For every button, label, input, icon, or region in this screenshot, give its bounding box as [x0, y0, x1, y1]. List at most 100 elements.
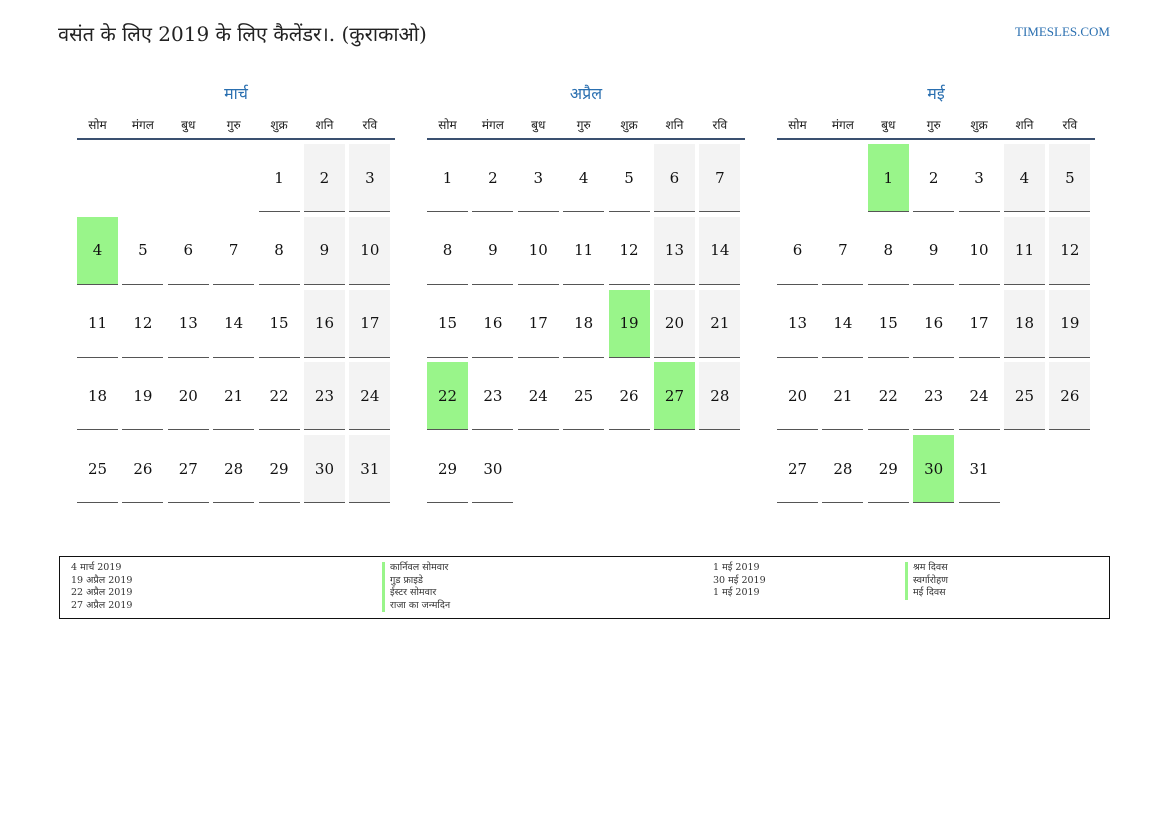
holiday-day-cell[interactable]: 30: [913, 435, 955, 504]
day-cell[interactable]: 25: [563, 362, 605, 431]
day-cell[interactable]: 14: [822, 290, 864, 358]
day-cell[interactable]: 31: [958, 435, 1000, 504]
day-cell[interactable]: 19: [1049, 289, 1091, 358]
day-cell[interactable]: 4: [1003, 144, 1045, 212]
day-cell[interactable]: 6: [653, 144, 695, 212]
day-cell[interactable]: 17: [958, 290, 1000, 358]
day-cell[interactable]: 26: [608, 362, 650, 431]
day-cell[interactable]: 24: [958, 362, 1000, 431]
day-cell[interactable]: 17: [517, 290, 559, 358]
empty-day-cell: [1049, 435, 1090, 503]
day-cell[interactable]: 30: [303, 435, 345, 504]
day-cell[interactable]: 23: [303, 362, 345, 431]
holiday-day-cell[interactable]: 4: [77, 216, 118, 285]
day-cell[interactable]: 3: [517, 144, 559, 212]
day-cell[interactable]: 20: [653, 289, 695, 358]
day-cell[interactable]: 27: [167, 435, 209, 504]
day-cell[interactable]: 28: [699, 362, 741, 431]
day-cell[interactable]: 21: [699, 289, 741, 358]
day-cell[interactable]: 9: [303, 216, 345, 285]
day-cell[interactable]: 1: [258, 144, 300, 212]
day-cell[interactable]: 6: [167, 217, 209, 285]
day-cell[interactable]: 23: [472, 362, 514, 431]
day-cell[interactable]: 2: [913, 144, 955, 212]
day-cell[interactable]: 14: [213, 290, 255, 358]
legend-date: 19 अप्रैल 2019: [71, 574, 133, 586]
day-cell[interactable]: 4: [563, 144, 605, 212]
weekday-label: सोम: [438, 118, 457, 132]
empty-day-cell: [563, 435, 604, 503]
holiday-day-cell[interactable]: 22: [427, 362, 468, 431]
day-cell[interactable]: 31: [349, 435, 391, 504]
day-cell[interactable]: 26: [122, 435, 164, 504]
day-cell[interactable]: 10: [349, 216, 391, 285]
day-cell[interactable]: 21: [213, 362, 255, 431]
day-cell[interactable]: 22: [867, 362, 909, 431]
day-cell[interactable]: 22: [258, 362, 300, 431]
day-cell[interactable]: 13: [777, 290, 818, 358]
day-cell[interactable]: 18: [77, 362, 118, 431]
day-cell[interactable]: 20: [777, 362, 818, 431]
day-cell[interactable]: 5: [122, 217, 164, 285]
day-cell[interactable]: 3: [958, 144, 1000, 212]
day-cell[interactable]: 7: [213, 217, 255, 285]
day-cell[interactable]: 7: [699, 144, 741, 212]
day-cell[interactable]: 29: [427, 435, 468, 504]
day-cell[interactable]: 15: [427, 290, 468, 358]
day-cell[interactable]: 17: [349, 289, 391, 358]
day-cell[interactable]: 11: [77, 290, 118, 358]
day-cell[interactable]: 10: [958, 217, 1000, 285]
day-cell[interactable]: 25: [1003, 362, 1045, 431]
weekday-label: शुक्र: [620, 118, 638, 132]
day-cell[interactable]: 2: [472, 144, 514, 212]
day-cell[interactable]: 13: [167, 290, 209, 358]
day-cell[interactable]: 12: [1049, 216, 1091, 285]
day-cell[interactable]: 18: [1003, 289, 1045, 358]
day-cell[interactable]: 24: [349, 362, 391, 431]
day-cell[interactable]: 5: [608, 144, 650, 212]
day-cell[interactable]: 7: [822, 217, 864, 285]
day-cell[interactable]: 15: [258, 290, 300, 358]
day-cell[interactable]: 16: [303, 289, 345, 358]
day-cell[interactable]: 14: [699, 216, 741, 285]
day-cell[interactable]: 16: [472, 290, 514, 358]
day-cell[interactable]: 28: [213, 435, 255, 504]
day-cell[interactable]: 16: [913, 290, 955, 358]
day-cell[interactable]: 30: [472, 435, 514, 504]
day-cell[interactable]: 8: [427, 217, 468, 285]
day-cell[interactable]: 12: [122, 290, 164, 358]
day-cell[interactable]: 21: [822, 362, 864, 431]
day-cell[interactable]: 29: [867, 435, 909, 504]
day-cell[interactable]: 6: [777, 217, 818, 285]
day-cell[interactable]: 24: [517, 362, 559, 431]
day-cell[interactable]: 20: [167, 362, 209, 431]
day-cell[interactable]: 11: [1003, 216, 1045, 285]
site-link[interactable]: TIMESLES.COM: [1015, 24, 1110, 39]
day-cell[interactable]: 12: [608, 217, 650, 285]
day-cell[interactable]: 29: [258, 435, 300, 504]
day-cell[interactable]: 26: [1049, 362, 1091, 431]
holiday-day-cell[interactable]: 1: [867, 144, 909, 212]
day-cell[interactable]: 25: [77, 435, 118, 504]
day-cell[interactable]: 3: [349, 144, 391, 212]
day-cell[interactable]: 1: [427, 144, 468, 212]
day-cell[interactable]: 9: [472, 217, 514, 285]
day-cell[interactable]: 28: [822, 435, 864, 504]
holiday-day-cell[interactable]: 19: [608, 289, 650, 358]
day-cell[interactable]: 19: [122, 362, 164, 431]
day-cell[interactable]: 10: [517, 217, 559, 285]
day-cell[interactable]: 8: [867, 217, 909, 285]
day-cell[interactable]: 2: [303, 144, 345, 212]
day-cell[interactable]: 11: [563, 217, 605, 285]
day-cell[interactable]: 8: [258, 217, 300, 285]
day-cell[interactable]: 9: [913, 217, 955, 285]
day-cell[interactable]: 18: [563, 290, 605, 358]
day-cell[interactable]: 23: [913, 362, 955, 431]
day-cell[interactable]: 13: [653, 216, 695, 285]
holiday-day-cell[interactable]: 27: [653, 362, 695, 431]
day-cell[interactable]: 27: [777, 435, 818, 504]
day-cell[interactable]: 5: [1049, 144, 1091, 212]
day-cell[interactable]: 15: [867, 290, 909, 358]
